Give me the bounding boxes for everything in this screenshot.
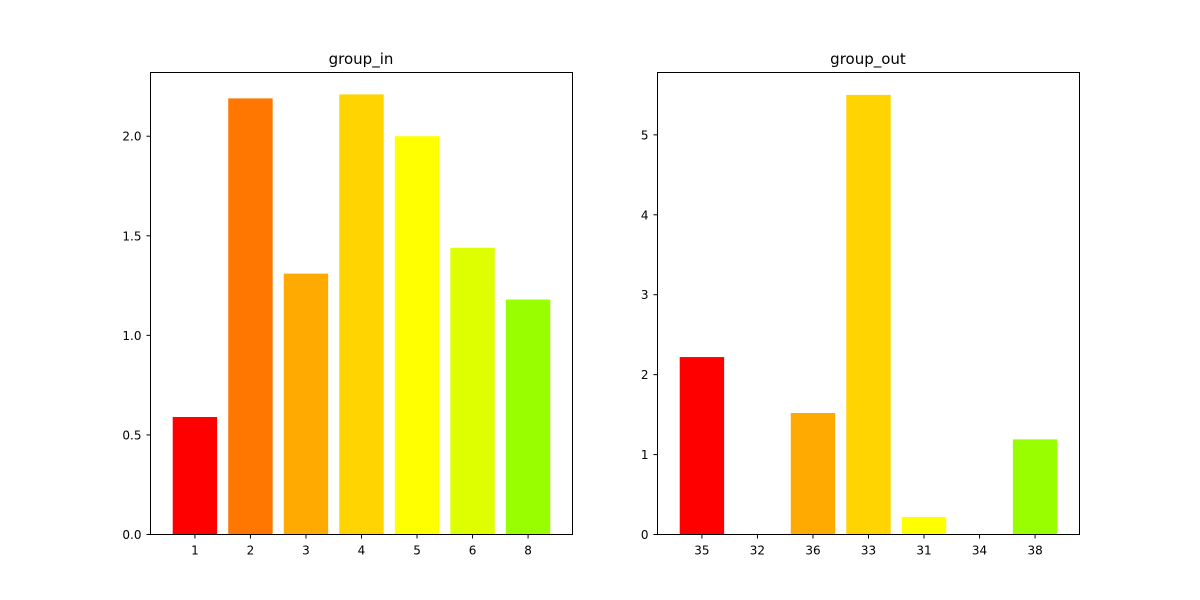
y-axis: 0 1 2 3 4 5 xyxy=(641,128,658,542)
y-tick-label: 0.0 xyxy=(122,528,141,542)
y-tick-label: 3 xyxy=(641,288,649,302)
bar-36 xyxy=(790,413,836,535)
y-tick-label: 2.0 xyxy=(122,130,141,144)
y-tick-label: 5 xyxy=(641,128,649,142)
bar-5 xyxy=(394,136,440,535)
x-tick-label: 33 xyxy=(861,544,876,558)
x-axis: 35 32 36 33 31 34 38 xyxy=(694,534,1043,558)
bar-8 xyxy=(505,299,551,535)
chart-panel-group-in: group_in 1 2 3 4 5 6 8 0.0 0.5 1.0 1.5 2.0 xyxy=(122,50,573,558)
x-tick-label: 2 xyxy=(247,544,255,558)
bar-4 xyxy=(339,94,384,535)
bar-group xyxy=(172,94,551,535)
chart-title: group_out xyxy=(830,50,906,69)
plot-frame xyxy=(657,72,1080,535)
x-tick-label: 31 xyxy=(916,544,931,558)
y-tick-label: 0 xyxy=(641,528,649,542)
x-tick-label: 34 xyxy=(972,544,987,558)
x-tick-label: 6 xyxy=(469,544,477,558)
x-tick-label: 5 xyxy=(413,544,421,558)
x-tick-label: 38 xyxy=(1027,544,1042,558)
y-axis: 0.0 0.5 1.0 1.5 2.0 xyxy=(122,130,151,542)
bar-3 xyxy=(283,273,329,535)
y-tick-label: 4 xyxy=(641,208,649,222)
bar-33 xyxy=(846,94,891,535)
x-tick-label: 32 xyxy=(750,544,765,558)
y-tick-label: 0.5 xyxy=(122,428,141,442)
x-tick-label: 36 xyxy=(805,544,820,558)
y-tick-label: 1 xyxy=(641,448,649,462)
y-tick-label: 1.5 xyxy=(122,229,141,243)
bar-35 xyxy=(679,357,725,535)
y-tick-label: 2 xyxy=(641,368,649,382)
bar-6 xyxy=(450,247,495,535)
bar-group xyxy=(679,94,1058,535)
y-tick-label: 1.0 xyxy=(122,329,141,343)
x-axis: 1 2 3 4 5 6 8 xyxy=(191,534,532,558)
bar-2 xyxy=(228,98,273,535)
x-tick-label: 35 xyxy=(694,544,709,558)
chart-title: group_in xyxy=(329,50,394,69)
bar-38 xyxy=(1012,439,1058,535)
x-tick-label: 1 xyxy=(191,544,199,558)
x-tick-label: 8 xyxy=(524,544,532,558)
x-tick-label: 4 xyxy=(358,544,366,558)
bar-1 xyxy=(172,417,218,535)
x-tick-label: 3 xyxy=(302,544,310,558)
bar-31 xyxy=(901,516,947,535)
plot-frame xyxy=(150,72,573,535)
